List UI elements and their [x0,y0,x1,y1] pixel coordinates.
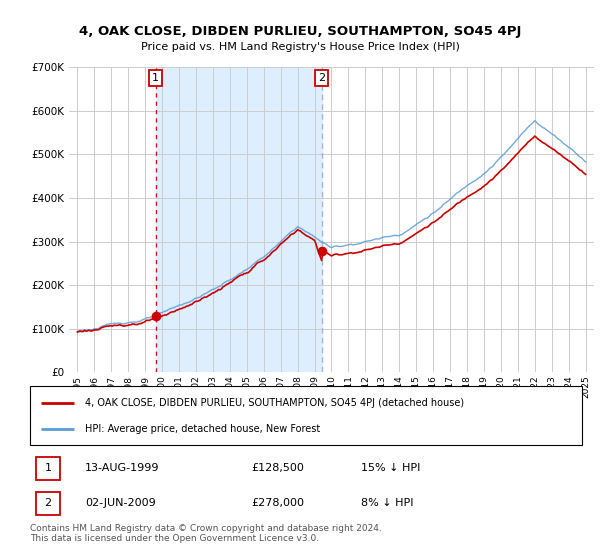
Text: 1: 1 [44,463,52,473]
Text: 2: 2 [318,73,325,83]
Text: HPI: Average price, detached house, New Forest: HPI: Average price, detached house, New … [85,424,320,434]
Bar [35,492,61,515]
Text: 1: 1 [152,73,159,83]
Text: 15% ↓ HPI: 15% ↓ HPI [361,463,421,473]
Text: 4, OAK CLOSE, DIBDEN PURLIEU, SOUTHAMPTON, SO45 4PJ: 4, OAK CLOSE, DIBDEN PURLIEU, SOUTHAMPTO… [79,25,521,38]
Text: £128,500: £128,500 [251,463,304,473]
Text: £278,000: £278,000 [251,498,304,508]
Text: 8% ↓ HPI: 8% ↓ HPI [361,498,414,508]
Text: Price paid vs. HM Land Registry's House Price Index (HPI): Price paid vs. HM Land Registry's House … [140,42,460,52]
Text: 4, OAK CLOSE, DIBDEN PURLIEU, SOUTHAMPTON, SO45 4PJ (detached house): 4, OAK CLOSE, DIBDEN PURLIEU, SOUTHAMPTO… [85,398,464,408]
Text: 13-AUG-1999: 13-AUG-1999 [85,463,160,473]
Text: Contains HM Land Registry data © Crown copyright and database right 2024.
This d: Contains HM Land Registry data © Crown c… [30,524,382,543]
Text: 2: 2 [44,498,52,508]
Text: 02-JUN-2009: 02-JUN-2009 [85,498,156,508]
Bar [155,67,322,372]
Bar [35,457,61,480]
